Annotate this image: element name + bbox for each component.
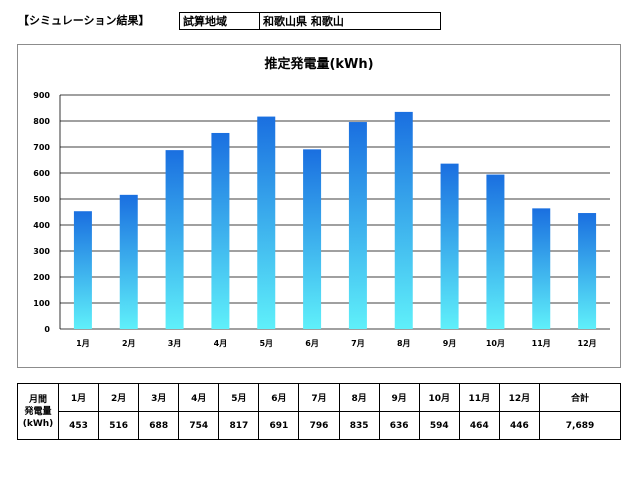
value-row: 453 516 688 754 817 691 796 835 636 594 464 446 7,68… (18, 411, 621, 440)
x-tick-label: 4月 (214, 339, 228, 348)
month-value-cell: 636 (378, 411, 420, 440)
chart-frame: 推定発電量(kWh) 0 100 200 300 400 500 600 700 800 900 1… (17, 44, 621, 368)
month-header-cell: 12月 (498, 383, 541, 412)
bar (440, 163, 459, 329)
bar (165, 150, 184, 329)
month-value-cell: 594 (418, 411, 460, 440)
month-header-cell: 7月 (298, 383, 340, 412)
month-header-cell: 9月 (378, 383, 420, 412)
x-tick-label: 5月 (259, 339, 273, 348)
month-value-cell: 754 (178, 411, 220, 440)
bar (532, 208, 551, 329)
month-value-cell: 464 (458, 411, 500, 440)
y-tick-label: 400 (33, 221, 50, 230)
bar (257, 116, 276, 329)
month-value-cell: 817 (218, 411, 260, 440)
area-label: 試算地域 (180, 13, 260, 29)
x-tick-label: 7月 (351, 339, 365, 348)
y-tick-label: 900 (33, 91, 50, 100)
bar-chart: 0 100 200 300 400 500 600 700 800 900 1月 2月 3月 4月 5月 6月… (33, 91, 610, 348)
month-value-cell: 453 (57, 411, 100, 440)
month-header-cell: 1月 (57, 383, 100, 412)
x-tick-label: 6月 (305, 339, 319, 348)
bar (73, 211, 92, 329)
x-tick-label: 2月 (122, 339, 136, 348)
data-table: 月間 発電量 (kWh) 1月 2月 3月 4月 5月 6月 7月 8月 9月 10月 11月 12月… (17, 383, 621, 440)
x-tick-label: 8月 (397, 339, 411, 348)
y-tick-label: 0 (44, 325, 50, 334)
month-row: 月間 発電量 (kWh) 1月 2月 3月 4月 5月 6月 7月 8月 9月 10月 11月 12月… (17, 383, 621, 440)
month-value-cell: 691 (258, 411, 300, 440)
x-tick-label: 1月 (76, 339, 90, 348)
x-tick-label: 10月 (486, 339, 505, 348)
chart-title: 推定発電量(kWh) (264, 57, 374, 72)
bar (486, 174, 505, 329)
y-tick-label: 100 (33, 299, 50, 308)
x-tick-label: 11月 (532, 339, 551, 348)
y-tick-label: 200 (33, 273, 50, 282)
month-value-cell: 835 (338, 411, 380, 440)
row-head-line: 月間 (28, 394, 47, 405)
y-tick-label: 300 (33, 247, 50, 256)
month-header-cell: 10月 (418, 383, 460, 412)
month-value-cell: 688 (138, 411, 180, 440)
bar (303, 149, 322, 329)
month-header-cell: 5月 (218, 383, 260, 412)
month-header-cell: 4月 (178, 383, 220, 412)
y-tick-label: 800 (33, 117, 50, 126)
y-tick-label: 500 (33, 195, 50, 204)
y-tick-label: 700 (33, 143, 50, 152)
month-header-cell: 3月 (138, 383, 180, 412)
x-tick-label: 9月 (443, 339, 457, 348)
bar (348, 122, 367, 329)
x-tick-label: 3月 (168, 339, 182, 348)
section-label: 【シミュレーション結果】 (18, 14, 150, 27)
row-head: 月間 発電量 (kWh) (17, 383, 59, 440)
bar (119, 194, 138, 329)
month-value-cell: 516 (98, 411, 140, 440)
month-header-cell: 11月 (458, 383, 500, 412)
y-tick-label: 600 (33, 169, 50, 178)
row-head-line: (kWh) (22, 418, 54, 429)
x-tick-label: 12月 (578, 339, 597, 348)
total-header-cell: 合計 (539, 383, 621, 412)
row-head-line: 発電量 (24, 406, 52, 417)
month-value-cell: 796 (298, 411, 340, 440)
bar (394, 111, 413, 330)
total-value-cell: 7,689 (539, 411, 621, 440)
bar (211, 132, 230, 329)
area-value: 和歌山県 和歌山 (263, 15, 344, 28)
bar (578, 213, 597, 329)
month-header-cell: 6月 (258, 383, 300, 412)
month-value-cell: 446 (498, 411, 541, 440)
month-header-cell: 2月 (98, 383, 140, 412)
month-header-cell: 8月 (338, 383, 380, 412)
area-box: 試算地域 和歌山県 和歌山 (179, 12, 441, 30)
